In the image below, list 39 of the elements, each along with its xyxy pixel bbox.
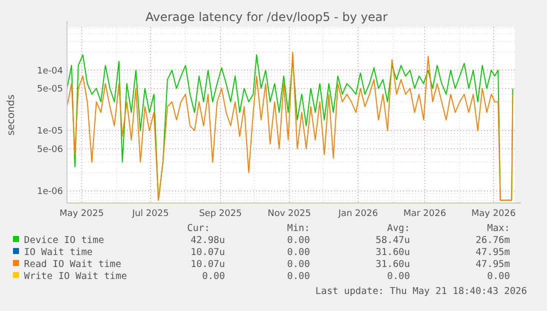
text: Cur:: [187, 223, 210, 234]
text: 26.76m: [476, 235, 510, 246]
legend-label: IO Wait time: [24, 247, 93, 258]
x-tick-label: Mar 2026: [403, 209, 446, 219]
text: 31.60u: [376, 247, 410, 258]
text: 42.98u: [190, 235, 225, 246]
text: 31.60u: [376, 259, 410, 270]
text: 10.07u: [190, 247, 225, 258]
text: 0.00: [202, 271, 226, 282]
y-tick-label: 1e-04: [37, 66, 64, 76]
text: 0.00: [287, 235, 310, 246]
text: 58.47u: [376, 235, 410, 246]
x-tick-label: Jul 2025: [131, 209, 169, 219]
text: 10.07u: [190, 259, 225, 270]
x-tick-label: Sep 2025: [199, 209, 242, 219]
y-tick-label: 5e-05: [37, 84, 63, 95]
text: 47.95m: [476, 259, 510, 270]
x-tick-label: Jan 2026: [337, 209, 378, 219]
legend-label: Read IO Wait time: [24, 259, 122, 270]
x-tick-label: May 2026: [471, 209, 516, 219]
text: 0.00: [287, 271, 310, 282]
x-tick-label: May 2025: [59, 209, 104, 219]
text: Avg:: [387, 223, 410, 234]
text: 0.00: [287, 259, 310, 270]
text: Last update: Thu May 21 18:40:43 2026: [315, 286, 528, 297]
y-tick-label: 1e-06: [37, 187, 64, 198]
text: 0.00: [387, 271, 410, 282]
x-tick-label: Nov 2025: [268, 209, 311, 219]
y-axis-title: seconds: [6, 94, 17, 136]
text: 0.00: [487, 271, 510, 282]
legend-label: Device IO time: [24, 235, 104, 246]
legend-label: Write IO Wait time: [24, 271, 128, 282]
chart-title: Average latency for /dev/loop5 - by year: [145, 10, 388, 24]
y-tick-label: 5e-06: [37, 144, 64, 155]
y-tick-label: 1e-05: [37, 126, 63, 137]
text: Max:: [487, 223, 510, 234]
text: 47.95m: [476, 247, 510, 258]
text: 0.00: [287, 247, 310, 258]
text: Min:: [287, 223, 310, 234]
